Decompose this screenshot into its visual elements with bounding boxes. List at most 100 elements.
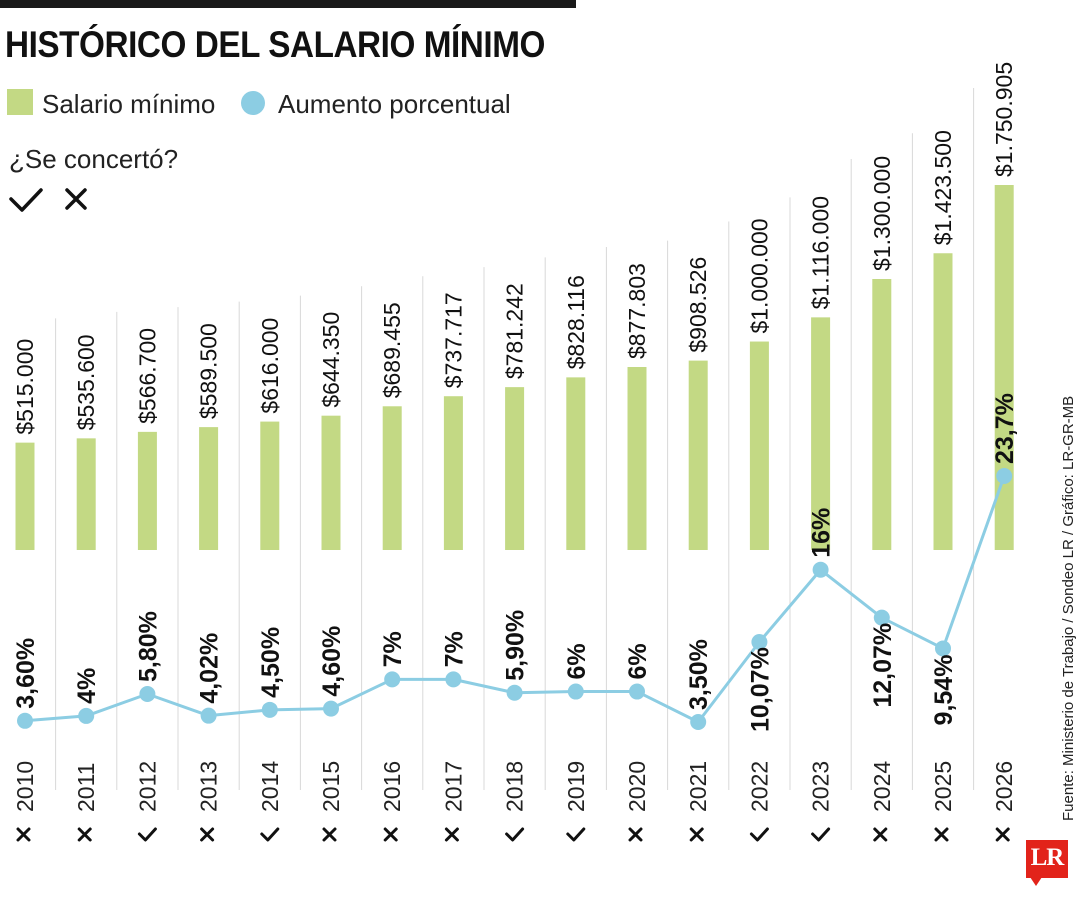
percent-value-label: 16% — [808, 508, 836, 558]
bar — [321, 415, 341, 550]
bar — [749, 341, 769, 550]
year-tick-label: 2021 — [685, 761, 711, 812]
percent-point — [935, 640, 951, 657]
bar-value-label: $515.000 — [12, 339, 38, 435]
bar-value-label: $908.526 — [685, 257, 711, 353]
bar-value-label: $1.300.000 — [869, 156, 895, 271]
bar-value-label: $566.700 — [134, 328, 160, 424]
bar — [811, 317, 831, 550]
not-concerted-cross-icon — [77, 827, 92, 842]
bar-value-label: $535.600 — [73, 334, 99, 430]
year-tick-label: 2026 — [991, 761, 1017, 812]
bar-value-label: $589.500 — [196, 323, 222, 419]
percent-point — [17, 712, 33, 729]
not-concerted-cross-icon — [995, 827, 1010, 842]
year-tick-label: 2017 — [440, 761, 466, 812]
percent-value-label: 9,54% — [930, 655, 958, 726]
not-concerted-cross-icon — [16, 827, 31, 842]
bar-value-label: $1.423.500 — [930, 130, 956, 245]
year-tick-label: 2013 — [196, 761, 222, 812]
bar — [443, 396, 463, 550]
bar-value-label: $644.350 — [318, 312, 344, 408]
percent-point — [873, 609, 890, 626]
percent-point — [384, 671, 401, 688]
percent-value-label: 3,50% — [685, 639, 713, 710]
year-tick-label: 2024 — [869, 761, 895, 812]
top-rule — [0, 0, 576, 8]
percent-value-label: 3,60% — [12, 638, 40, 709]
not-concerted-cross-icon — [200, 827, 215, 842]
percent-value-label: 7% — [440, 631, 468, 667]
concerted-check-icon — [137, 827, 157, 842]
percent-value-label: 4,60% — [318, 626, 346, 697]
bar — [76, 438, 96, 550]
lr-logo: LR — [1026, 840, 1068, 886]
bar-value-label: $1.750.905 — [991, 62, 1017, 177]
not-concerted-cross-icon — [628, 827, 643, 842]
percent-point — [567, 683, 584, 700]
bar-value-label: $781.242 — [502, 283, 528, 379]
bar — [137, 431, 157, 550]
bars — [15, 185, 1014, 551]
percent-value-label: 12,07% — [869, 623, 897, 708]
year-tick-label: 2020 — [624, 761, 650, 812]
percent-value-label: 5,80% — [134, 611, 162, 682]
concerted-check-icon — [505, 827, 525, 842]
year-tick-label: 2015 — [318, 761, 344, 812]
percent-point — [445, 671, 462, 688]
year-tick-label: 2022 — [746, 761, 772, 812]
legend-dot-swatch — [241, 91, 265, 115]
concerted-check-icon — [566, 827, 586, 842]
percent-point — [751, 633, 768, 650]
not-concerted-cross-icon — [689, 827, 704, 842]
lr-logo-text: LR — [1030, 844, 1065, 871]
legend-cross-icon — [65, 188, 87, 210]
percent-point — [506, 684, 523, 701]
legend-bar-swatch — [7, 89, 33, 115]
not-concerted-cross-icon — [322, 827, 337, 842]
percent-value-label: 4,50% — [257, 627, 285, 698]
not-concerted-cross-icon — [383, 827, 398, 842]
chart-title: HISTÓRICO DEL SALARIO MÍNIMO — [5, 24, 545, 65]
year-tick-label: 2023 — [808, 761, 834, 812]
bar — [933, 253, 953, 551]
agreement-question: ¿Se concertó? — [9, 144, 178, 174]
concerted-check-icon — [811, 827, 831, 842]
bar — [566, 377, 586, 550]
percent-point — [78, 707, 95, 724]
percent-value-label: 4,02% — [196, 633, 224, 704]
bar-value-label: $616.000 — [257, 318, 283, 414]
year-tick-label: 2025 — [930, 761, 956, 812]
percent-value-label: 5,90% — [502, 610, 530, 681]
legend-check-icon — [9, 188, 43, 212]
bar — [872, 278, 892, 550]
source-note: Fuente: Ministerio de Trabajo / Sondeo L… — [1060, 396, 1077, 821]
concerted-check-icon — [749, 827, 769, 842]
year-tick-label: 2012 — [134, 761, 160, 812]
year-tick-label: 2019 — [563, 761, 589, 812]
bar-value-label: $737.717 — [440, 292, 466, 388]
year-tick-label: 2018 — [502, 761, 528, 812]
percent-value-label: 10,07% — [746, 647, 774, 732]
bar — [15, 442, 35, 550]
year-tick-label: 2011 — [73, 763, 99, 812]
percent-point — [629, 683, 645, 700]
bar-value-label: $877.803 — [624, 263, 650, 359]
percent-value-label: 6% — [624, 643, 652, 679]
legend-bar-label: Salario mínimo — [42, 89, 215, 119]
percent-point — [261, 701, 278, 718]
legend: Salario mínimo Aumento porcentual ¿Se co… — [7, 89, 511, 212]
bar-value-label: $689.455 — [379, 302, 405, 398]
percent-point — [996, 468, 1013, 484]
percent-value-label: 7% — [379, 631, 407, 667]
bar — [688, 360, 708, 550]
bar — [260, 421, 280, 550]
not-concerted-cross-icon — [934, 827, 949, 842]
bar-value-label: $1.000.000 — [746, 218, 772, 333]
percent-point — [323, 700, 339, 717]
percent-value-label: 23,7% — [991, 393, 1019, 464]
concerted-check-icon — [260, 827, 280, 842]
percent-value-label: 6% — [563, 643, 591, 679]
year-tick-label: 2014 — [257, 761, 283, 812]
